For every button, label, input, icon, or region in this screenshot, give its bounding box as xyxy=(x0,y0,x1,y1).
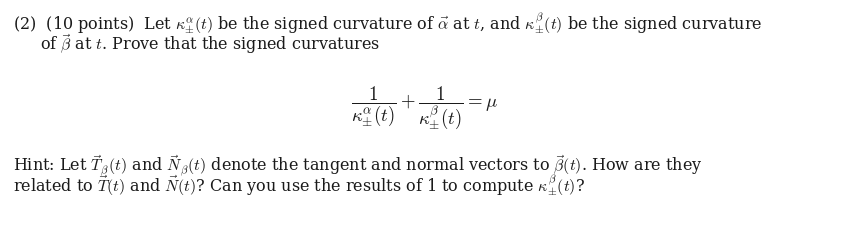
Text: of $\vec{\beta}$ at $t$. Prove that the signed curvatures: of $\vec{\beta}$ at $t$. Prove that the … xyxy=(40,32,380,56)
Text: Hint: Let $\vec{T}_{\beta}(t)$ and $\vec{N}_{\beta}(t)$ denote the tangent and n: Hint: Let $\vec{T}_{\beta}(t)$ and $\vec… xyxy=(13,154,702,179)
Text: (2)  (10 points)  Let $\kappa^{\alpha}_{\pm}(t)$ be the signed curvature of $\ve: (2) (10 points) Let $\kappa^{\alpha}_{\p… xyxy=(13,12,762,36)
Text: related to $\vec{T}(t)$ and $\vec{N}(t)$? Can you use the results of 1 to comput: related to $\vec{T}(t)$ and $\vec{N}(t)$… xyxy=(13,174,585,198)
Text: $\dfrac{1}{\kappa^{\alpha}_{\pm}(t)} + \dfrac{1}{\kappa^{\beta}_{\pm}(t)} = \mu$: $\dfrac{1}{\kappa^{\alpha}_{\pm}(t)} + \… xyxy=(351,84,498,130)
